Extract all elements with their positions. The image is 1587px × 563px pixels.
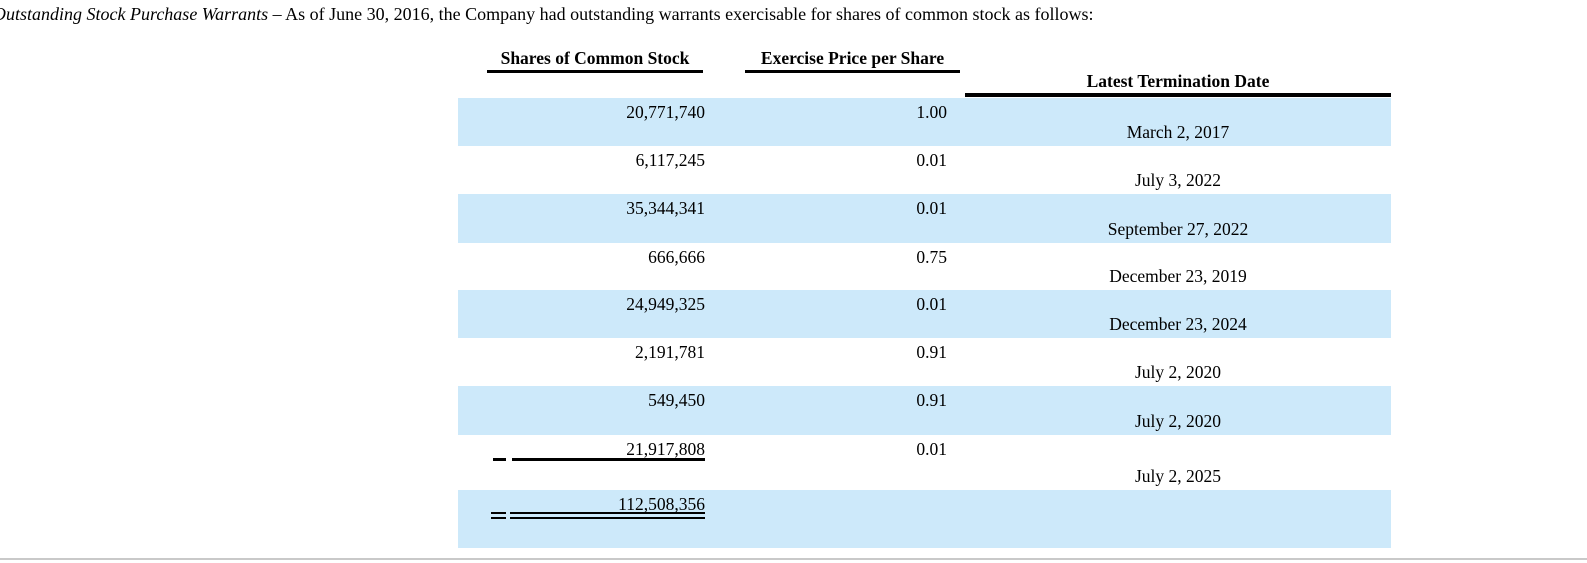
table-row: 666,666 0.75 December 23, 2019 — [458, 243, 1391, 290]
price-cell: 0.75 — [916, 247, 947, 267]
shares-cell: 666,666 — [648, 247, 705, 267]
column-header-termination-date: Latest Termination Date — [965, 71, 1391, 97]
shares-cell: 6,117,245 — [635, 150, 705, 170]
termination-date-cell: July 3, 2022 — [1134, 170, 1222, 190]
total-double-rule-dash — [491, 512, 506, 519]
price-cell: 0.01 — [916, 294, 947, 314]
shares-cell: 21,917,808 — [626, 439, 705, 459]
table-row-total: 112,508,356 — [458, 490, 1391, 548]
termination-date-cell: September 27, 2022 — [1107, 219, 1249, 239]
subtotal-rule — [512, 458, 705, 461]
table-body: 20,771,740 1.00 March 2, 2017 6,117,245 … — [458, 98, 1391, 548]
table-row: 35,344,341 0.01 September 27, 2022 — [458, 194, 1391, 243]
table-row: 2,191,781 0.91 July 2, 2020 — [458, 338, 1391, 386]
price-cell: 0.91 — [916, 390, 947, 410]
intro-paragraph: Outstanding Stock Purchase Warrants – As… — [0, 3, 1094, 25]
table-row: 20,771,740 1.00 March 2, 2017 — [458, 98, 1391, 146]
table-row: 24,949,325 0.01 December 23, 2024 — [458, 290, 1391, 338]
shares-cell: 2,191,781 — [635, 342, 705, 362]
termination-date-cell: July 2, 2025 — [1134, 466, 1222, 486]
price-cell: 0.91 — [916, 342, 947, 362]
price-cell: 0.01 — [916, 198, 947, 218]
shares-cell: 24,949,325 — [626, 294, 705, 314]
total-shares-cell: 112,508,356 — [618, 494, 705, 514]
termination-date-cell: December 23, 2024 — [1109, 314, 1247, 334]
warrants-table: Shares of Common Stock Exercise Price pe… — [458, 0, 1391, 548]
shares-cell: 20,771,740 — [626, 102, 705, 122]
termination-date-cell: July 2, 2020 — [1134, 362, 1222, 382]
intro-text: – As of June 30, 2016, the Company had o… — [268, 4, 1094, 24]
column-header-shares: Shares of Common Stock — [487, 48, 703, 73]
termination-date-cell: December 23, 2019 — [1109, 266, 1247, 286]
table-row: 6,117,245 0.01 July 3, 2022 — [458, 146, 1391, 194]
total-double-rule — [510, 512, 705, 519]
price-cell: 0.01 — [916, 439, 947, 459]
termination-date-cell: March 2, 2017 — [1126, 122, 1230, 142]
table-row-subtotal: 21,917,808 0.01 July 2, 2025 — [458, 435, 1391, 490]
table-row: 549,450 0.91 July 2, 2020 — [458, 386, 1391, 435]
page-bottom-divider — [0, 558, 1587, 560]
intro-italic-title: Outstanding Stock Purchase Warrants — [0, 4, 269, 24]
termination-date-cell: July 2, 2020 — [1134, 411, 1222, 431]
column-header-price: Exercise Price per Share — [745, 48, 960, 73]
price-cell: 0.01 — [916, 150, 947, 170]
shares-cell: 549,450 — [648, 390, 705, 410]
subtotal-rule-dash — [493, 458, 506, 461]
shares-cell: 35,344,341 — [626, 198, 705, 218]
price-cell: 1.00 — [916, 102, 947, 122]
